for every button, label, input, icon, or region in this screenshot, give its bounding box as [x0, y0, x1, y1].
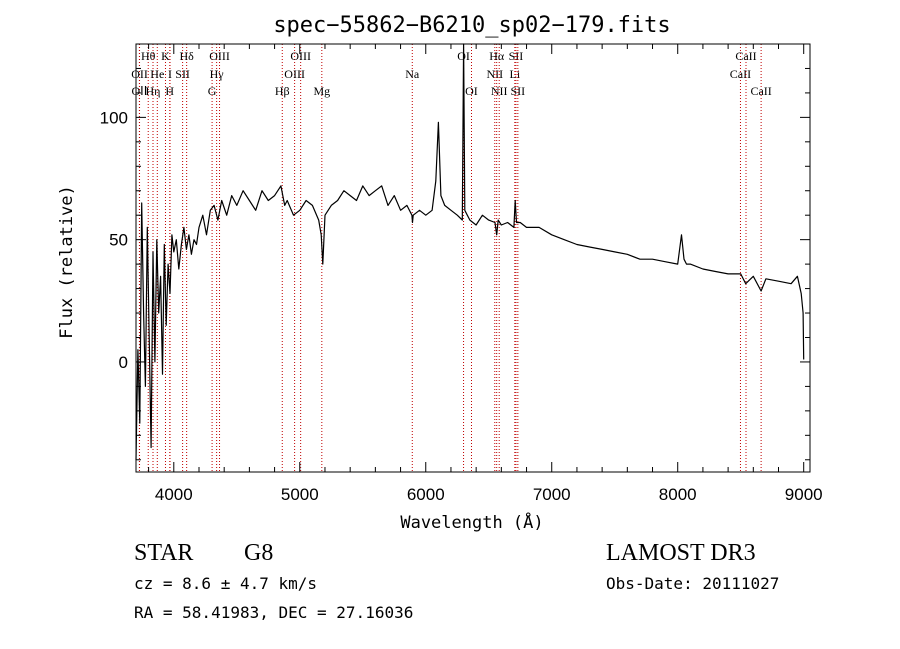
axis-ticks: 4000 5000 6000 7000 8000 9000 0 50 100 — [100, 44, 823, 504]
spectral-line-label-6: H — [165, 84, 174, 98]
survey-name: LAMOST DR3 — [606, 540, 756, 566]
spectral-line-label-9: Hδ — [179, 49, 194, 63]
spectral-line-label-3: Hη — [146, 84, 161, 98]
spectral-line-label-5: K — [161, 49, 170, 63]
spectral-line-label-23: Li — [509, 67, 520, 81]
spectral-line-label-24: SII — [509, 49, 524, 63]
spectral-line-label-4: He — [150, 67, 164, 81]
spectral-line-label-15: OIII — [290, 49, 311, 63]
y-tick-label-100: 100 — [100, 108, 128, 127]
y-tick-label-0: 0 — [119, 353, 128, 372]
spectral-line-label-19: OI — [465, 84, 478, 98]
spectral-line-label-1: OII — [131, 67, 148, 81]
spectral-line-label-27: CaII — [735, 49, 756, 63]
x-tick-label-8000: 8000 — [659, 485, 697, 504]
x-tick-label-5000: 5000 — [281, 485, 319, 504]
redshift-text: cz = 8.6 ± 4.7 km/s — [134, 574, 318, 593]
spectral-line-label-7: I — [168, 67, 172, 81]
chart-title: spec−55862−B6210_sp02−179.fits — [273, 13, 670, 38]
coordinates: RA = 58.41983, DEC = 27.16036 — [134, 603, 414, 622]
spectral-line-label-17: Na — [405, 67, 420, 81]
spectral-line-label-8: SII — [175, 67, 190, 81]
object-class: STAR — [134, 540, 194, 566]
spectral-line-label-28: CaII — [750, 84, 771, 98]
plot-frame — [135, 43, 811, 473]
spectral-line-label-16: Mg — [313, 84, 330, 98]
spectral-line-label-25: SII — [511, 84, 526, 98]
spectral-line-label-13: Hβ — [275, 84, 290, 98]
series-layer — [135, 43, 805, 460]
y-tick-label-50: 50 — [109, 231, 128, 250]
y-axis-label: Flux (relative) — [57, 185, 77, 339]
spectral-line-label-22: Hα — [489, 49, 505, 63]
x-tick-label-6000: 6000 — [407, 485, 445, 504]
x-tick-label-9000: 9000 — [785, 485, 823, 504]
spectral-line-label-2: Hθ — [141, 49, 156, 63]
obs-date: Obs-Date: 20111027 — [606, 574, 780, 593]
spectral-line-label-10: G — [208, 84, 217, 98]
spectral-line-label-11: Hγ — [210, 67, 225, 81]
spectral-line-label-26: CaII — [730, 67, 751, 81]
x-axis-label: Wavelength (Å) — [400, 511, 543, 533]
spectral-line-label-20: NII — [486, 67, 503, 81]
object-subclass: G8 — [244, 540, 274, 566]
spectral-line-label-12: OIII — [209, 49, 230, 63]
spectral-line-label-21: NII — [491, 84, 508, 98]
x-tick-label-4000: 4000 — [155, 485, 193, 504]
x-tick-label-7000: 7000 — [533, 485, 571, 504]
spectral-line-label-0: OⅠⅠ — [132, 84, 148, 98]
spectral-line-label-14: OIII — [284, 67, 305, 81]
series-flux — [135, 43, 805, 460]
